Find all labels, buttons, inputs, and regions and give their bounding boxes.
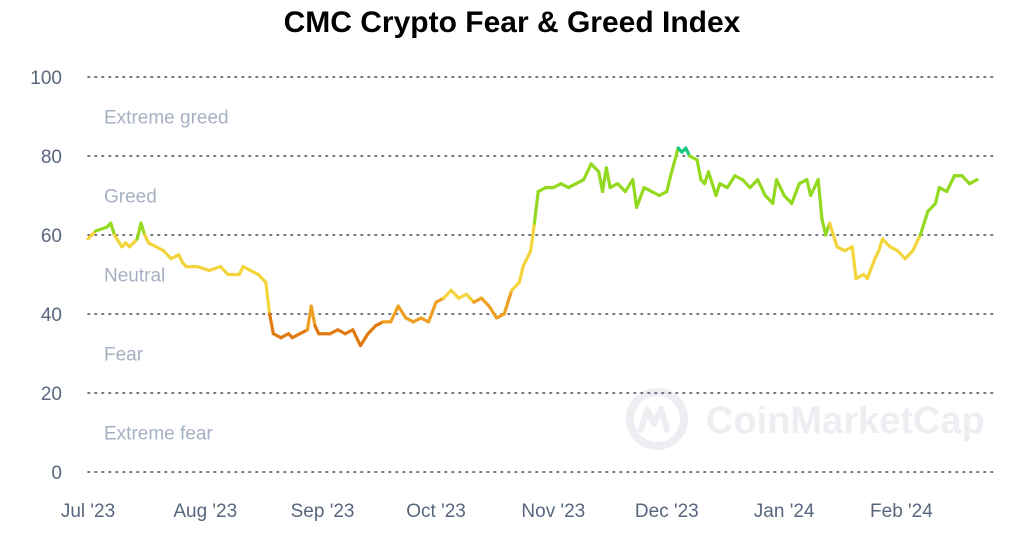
line-segment bbox=[128, 237, 139, 249]
line-segment bbox=[309, 304, 317, 328]
line-segment bbox=[790, 182, 801, 205]
line-segment bbox=[426, 300, 438, 324]
zone-label: Greed bbox=[104, 187, 157, 208]
index-line bbox=[86, 146, 979, 348]
line-segment bbox=[865, 257, 877, 281]
line-segment bbox=[616, 182, 627, 194]
line-segment bbox=[218, 265, 230, 277]
line-segment bbox=[880, 237, 892, 249]
line-segment bbox=[112, 233, 124, 249]
line-segment bbox=[604, 166, 612, 190]
line-segment bbox=[695, 158, 703, 182]
zone-label: Fear bbox=[104, 345, 144, 366]
x-tick-label: Nov '23 bbox=[521, 501, 585, 522]
line-segment bbox=[479, 296, 491, 308]
line-segment bbox=[850, 245, 858, 281]
line-segment bbox=[774, 178, 786, 198]
zone-label: Extreme fear bbox=[104, 424, 213, 445]
line-segment bbox=[449, 288, 461, 300]
x-tick-label: Sep '23 bbox=[291, 501, 355, 522]
line-segment bbox=[196, 265, 211, 273]
line-segment bbox=[264, 280, 272, 316]
chart-title: CMC Crypto Fear & Greed Index bbox=[283, 6, 741, 39]
line-segment bbox=[464, 292, 476, 304]
y-tick-label: 100 bbox=[30, 68, 62, 89]
line-segment bbox=[918, 209, 930, 237]
y-axis-ticks: 0 20 40 60 80 100 bbox=[30, 68, 62, 484]
line-segment bbox=[93, 225, 109, 233]
line-segment bbox=[589, 162, 601, 174]
line-segment bbox=[896, 249, 907, 261]
line-segment bbox=[487, 304, 499, 320]
line-segment bbox=[634, 186, 646, 209]
line-segment bbox=[926, 201, 938, 213]
grid-lines bbox=[87, 76, 997, 473]
line-segment bbox=[877, 237, 885, 253]
line-segment bbox=[756, 178, 767, 198]
x-tick-label: Jan '24 bbox=[754, 501, 815, 522]
line-segment bbox=[109, 221, 117, 237]
x-tick-label: Aug '23 bbox=[173, 501, 237, 522]
line-segment bbox=[714, 182, 722, 198]
y-tick-label: 20 bbox=[41, 384, 62, 405]
y-tick-label: 80 bbox=[41, 147, 62, 168]
line-segment bbox=[782, 193, 794, 205]
line-segment bbox=[816, 178, 824, 221]
line-segment bbox=[903, 249, 915, 261]
line-segment bbox=[669, 146, 680, 178]
line-segment bbox=[967, 178, 979, 186]
line-segment bbox=[748, 178, 760, 190]
y-tick-label: 60 bbox=[41, 226, 62, 247]
zone-labels: Extreme greed Greed Neutral Fear Extreme fea… bbox=[104, 108, 229, 445]
line-segment bbox=[582, 162, 593, 182]
line-segment bbox=[529, 221, 537, 253]
watermark-text: CoinMarketCap bbox=[706, 400, 985, 442]
line-segment bbox=[521, 249, 533, 269]
line-segment bbox=[162, 249, 173, 261]
line-segment bbox=[631, 178, 639, 209]
line-segment bbox=[268, 312, 275, 336]
line-segment bbox=[351, 328, 362, 348]
line-segment bbox=[827, 221, 839, 249]
line-segment bbox=[771, 178, 779, 205]
line-segment bbox=[207, 265, 223, 273]
line-segment bbox=[502, 288, 514, 316]
line-segment bbox=[510, 280, 521, 292]
zone-label: Extreme greed bbox=[104, 108, 229, 129]
line-segment bbox=[960, 174, 972, 186]
line-segment bbox=[389, 304, 400, 324]
line-segment bbox=[665, 174, 673, 194]
y-tick-label: 0 bbox=[51, 463, 62, 484]
coinmarketcap-logo-icon bbox=[626, 388, 688, 450]
line-segment bbox=[805, 178, 813, 198]
line-segment bbox=[358, 332, 370, 348]
x-tick-label: Jul '23 bbox=[61, 501, 115, 522]
line-segment bbox=[442, 288, 453, 300]
line-segment bbox=[706, 170, 718, 198]
watermark: CoinMarketCap bbox=[626, 388, 985, 450]
line-segment bbox=[517, 265, 525, 284]
line-segment bbox=[532, 189, 540, 225]
zone-label: Neutral bbox=[104, 266, 165, 287]
line-segment bbox=[740, 178, 752, 190]
x-tick-label: Dec '23 bbox=[635, 501, 699, 522]
line-segment bbox=[725, 174, 737, 190]
line-segment bbox=[366, 324, 378, 336]
line-segment bbox=[911, 233, 922, 253]
x-axis-ticks: Jul '23 Aug '23 Sep '23 Oct '23 Nov '23 Dec '… bbox=[61, 501, 933, 522]
line-segment bbox=[396, 304, 408, 320]
line-segment bbox=[945, 174, 956, 194]
line-segment bbox=[933, 186, 941, 205]
x-tick-label: Feb '24 bbox=[870, 501, 933, 522]
x-tick-label: Oct '23 bbox=[406, 501, 466, 522]
line-segment bbox=[139, 221, 147, 237]
line-segment bbox=[256, 272, 268, 284]
y-tick-label: 40 bbox=[41, 305, 62, 326]
